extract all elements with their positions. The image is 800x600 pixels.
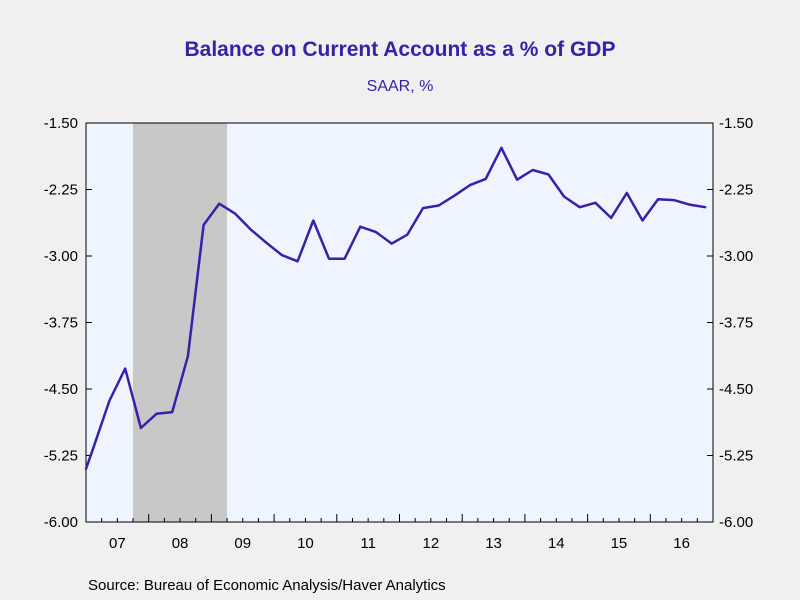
x-tick-label: 13 [485, 535, 502, 552]
source-note: Source: Bureau of Economic Analysis/Have… [88, 577, 446, 594]
series-line-current-account [84, 146, 707, 471]
y-tick-label-right: -5.25 [719, 448, 753, 465]
y-tick-label-right: -3.75 [719, 315, 753, 332]
y-tick-label-left: -1.50 [44, 115, 78, 132]
y-tick-label-right: -1.50 [719, 115, 753, 132]
x-tick-label: 12 [423, 535, 440, 552]
y-tick-label-left: -4.50 [44, 381, 78, 398]
y-tick-label-left: -3.00 [44, 248, 78, 265]
y-tick-label-left: -2.25 [44, 182, 78, 199]
y-tick-label-right: -4.50 [719, 381, 753, 398]
y-tick-label-left: -5.25 [44, 448, 78, 465]
chart-subtitle: SAAR, % [366, 78, 434, 95]
x-tick-label: 10 [297, 535, 314, 552]
x-tick-label: 15 [611, 535, 628, 552]
x-tick-label: 08 [172, 535, 189, 552]
recession-shading [133, 123, 228, 522]
chart-title: Balance on Current Account as a % of GDP [184, 38, 616, 61]
x-tick-label: 09 [234, 535, 251, 552]
y-tick-label-right: -6.00 [719, 514, 753, 531]
y-tick-label-right: -2.25 [719, 182, 753, 199]
x-tick-label: 14 [548, 535, 565, 552]
x-tick-label: 11 [360, 535, 376, 552]
x-tick-label: 16 [673, 535, 690, 552]
y-tick-label-left: -6.00 [44, 514, 78, 531]
y-tick-label-left: -3.75 [44, 315, 78, 332]
x-tick-label: 07 [109, 535, 126, 552]
y-tick-label-right: -3.00 [719, 248, 753, 265]
